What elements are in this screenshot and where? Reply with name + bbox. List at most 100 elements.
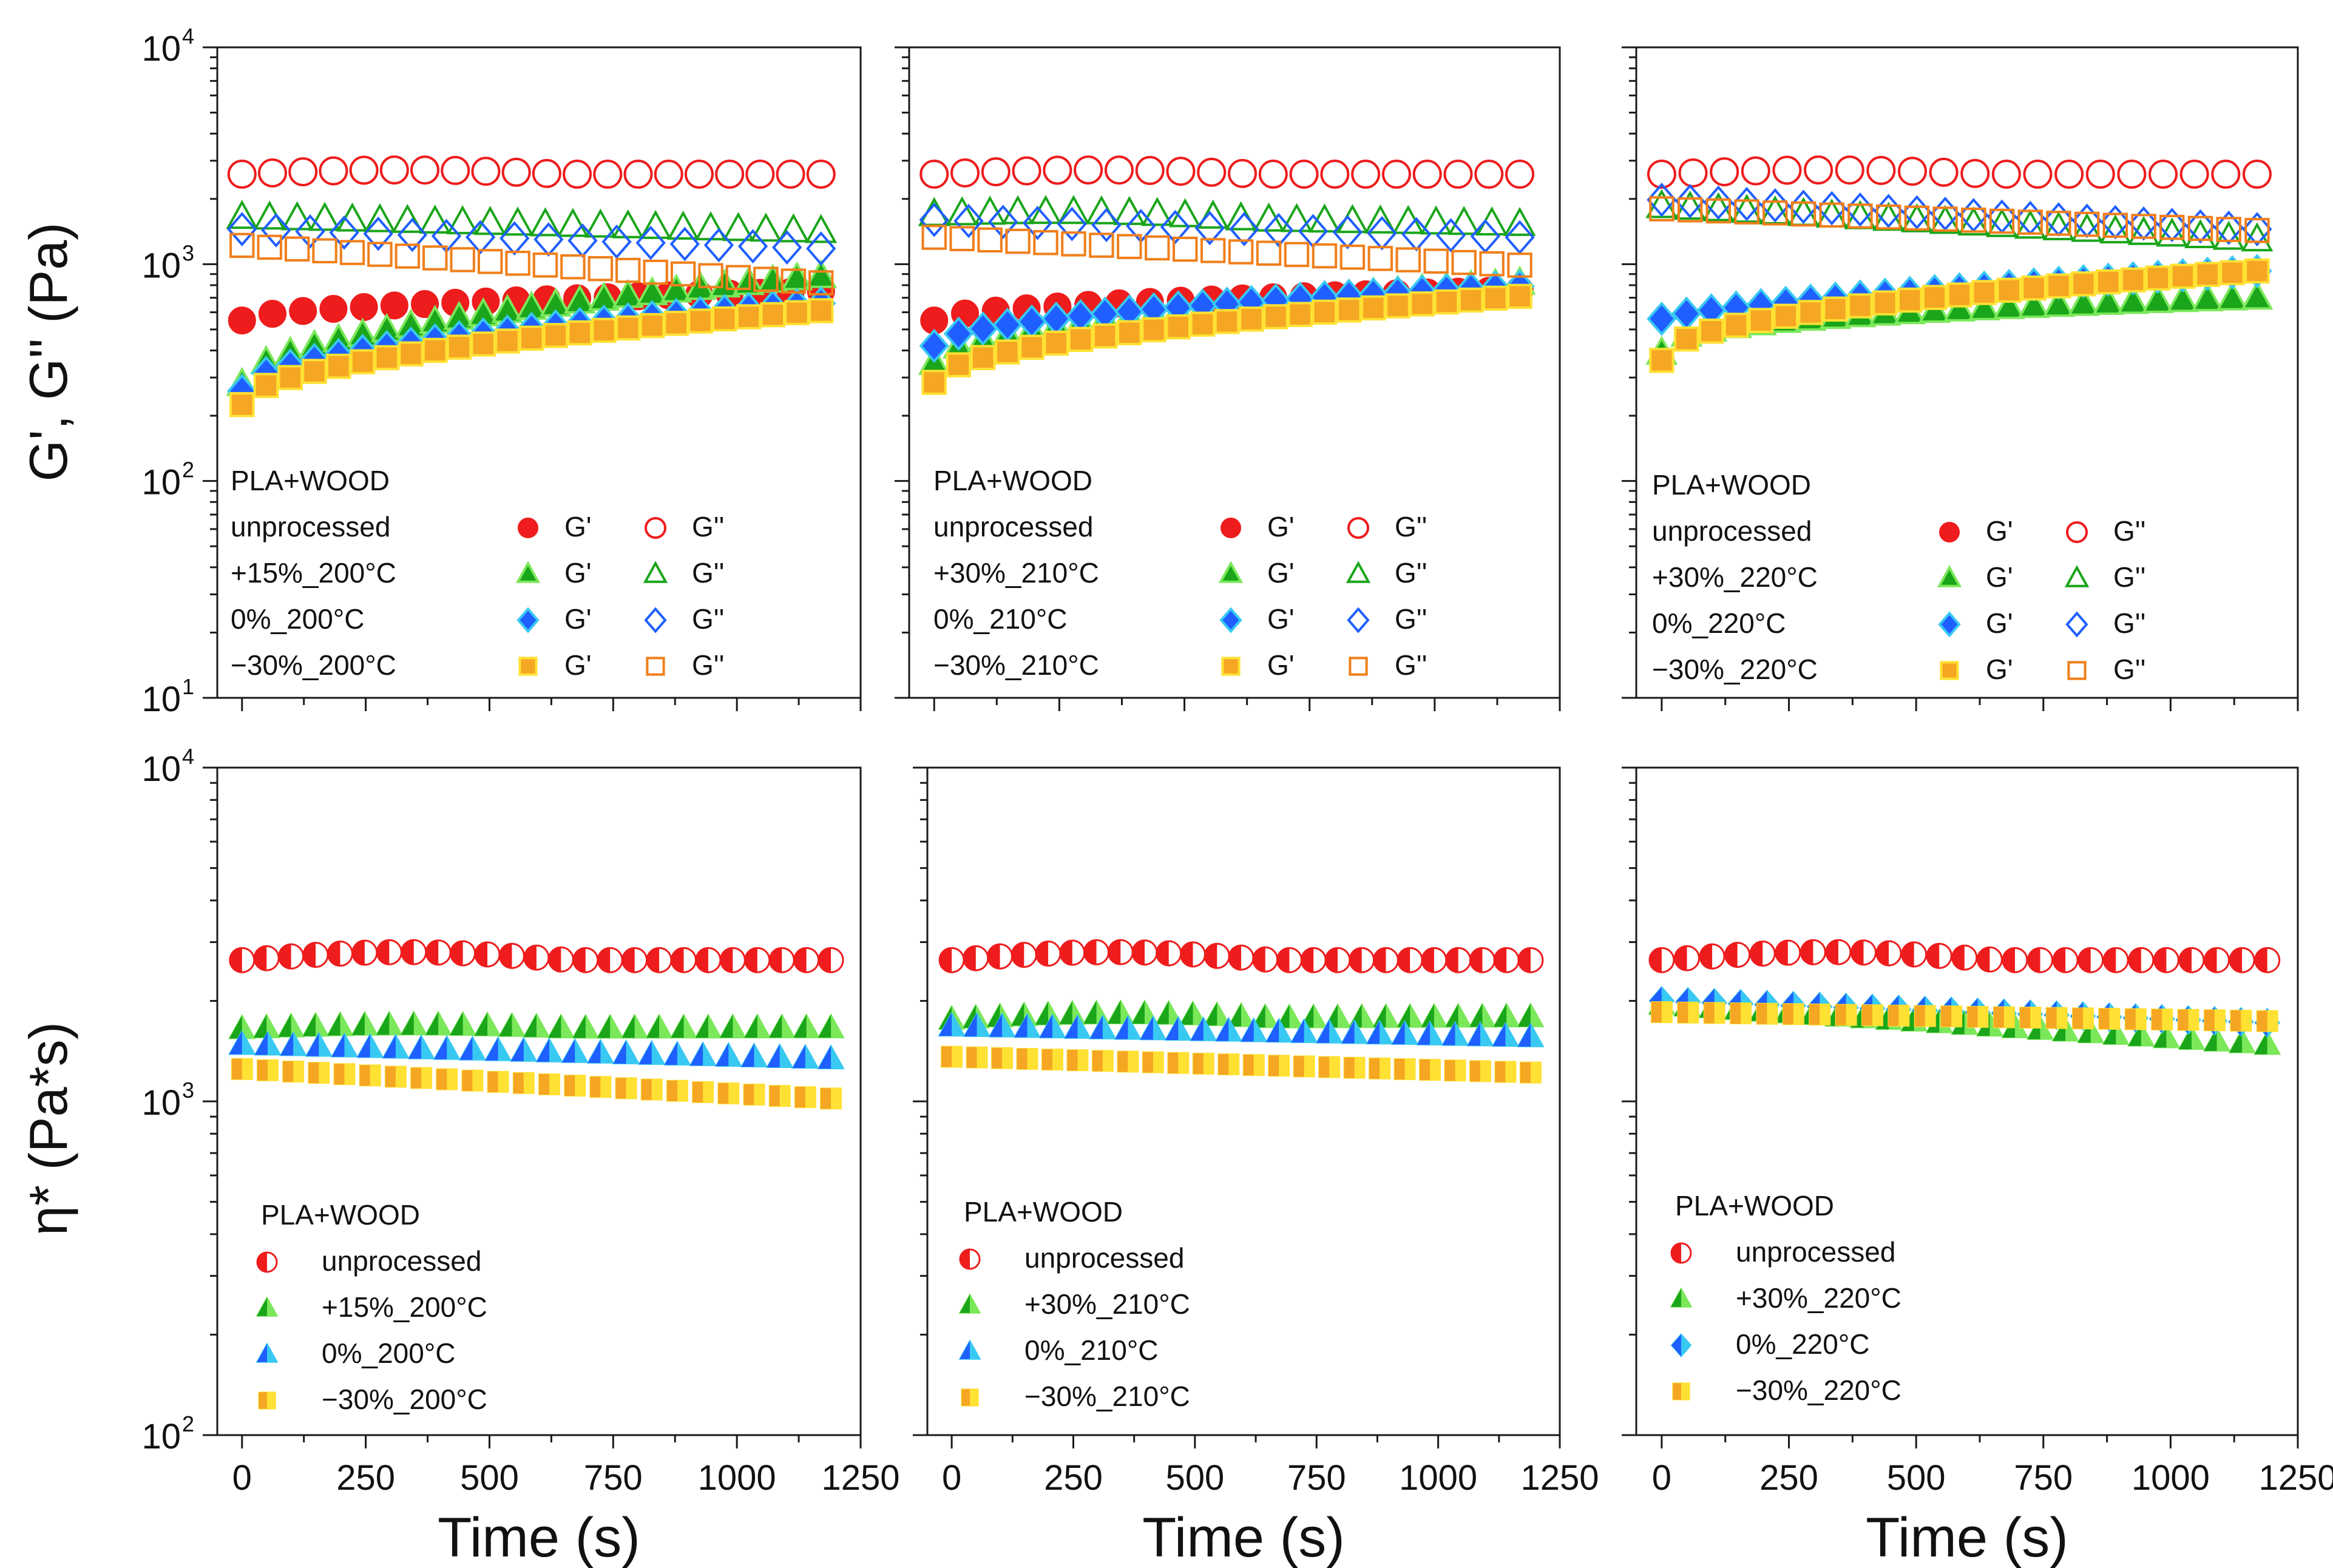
series-unprocessed <box>938 939 1544 973</box>
data-point <box>2117 285 2150 314</box>
data-point <box>501 157 531 187</box>
data-point <box>615 1077 637 1100</box>
data-point <box>1369 1057 1391 1080</box>
legend-label: 0%_220°C <box>1736 1328 1869 1360</box>
data-point <box>792 1013 821 1038</box>
data-point <box>1760 188 1790 223</box>
data-point <box>1001 195 1034 225</box>
data-point <box>805 214 838 243</box>
data-point <box>817 1044 845 1070</box>
data-point <box>1875 204 1901 230</box>
data-point <box>1268 1055 1290 1077</box>
data-point <box>1142 1051 1164 1073</box>
x-tick-label: 1000 <box>698 1458 776 1498</box>
data-point <box>1332 215 1363 249</box>
legend-g-double-prime: G'' <box>2113 607 2145 639</box>
data-point <box>1131 939 1158 966</box>
data-point <box>995 339 1020 365</box>
data-point <box>1092 323 1118 349</box>
data-point <box>326 353 351 379</box>
series-unprocessed <box>1648 939 2281 973</box>
data-point <box>422 245 448 271</box>
data-point <box>776 160 805 189</box>
data-point <box>1280 203 1313 232</box>
data-point <box>1229 212 1259 246</box>
data-point <box>1782 1003 1804 1026</box>
data-point <box>635 225 666 260</box>
data-point <box>2203 1009 2226 1032</box>
data-point <box>921 225 947 250</box>
data-point <box>1798 300 1823 325</box>
data-point <box>1479 251 1505 277</box>
data-point <box>1190 1016 1217 1041</box>
data-point <box>473 1011 501 1036</box>
data-point <box>1469 1060 1491 1083</box>
data-point <box>1290 1018 1318 1043</box>
data-point <box>422 337 448 363</box>
data-point <box>1074 155 1103 185</box>
data-point <box>2157 208 2187 243</box>
data-point <box>436 1068 458 1090</box>
data-point <box>791 1043 819 1069</box>
data-point <box>258 300 286 328</box>
data-point <box>380 291 408 320</box>
data-point <box>458 1035 487 1061</box>
data-point <box>1434 289 1460 315</box>
data-point <box>1395 247 1421 272</box>
series-−30%_210°C <box>941 1046 1542 1084</box>
legend-label: −30%_200°C <box>322 1384 487 1415</box>
data-point <box>450 247 475 272</box>
data-point <box>1444 1059 1466 1082</box>
data-point <box>640 1078 663 1101</box>
data-point <box>1458 287 1484 313</box>
x-tick-label: 750 <box>584 1458 643 1498</box>
data-point <box>295 214 325 249</box>
legend-g-prime: G' <box>1267 649 1295 681</box>
data-point <box>612 1039 640 1064</box>
legend-g-double-prime: G'' <box>692 649 724 681</box>
data-point <box>806 231 836 266</box>
data-point <box>523 944 550 971</box>
data-point <box>943 316 974 351</box>
x-tick-label: 250 <box>1044 1458 1103 1498</box>
legend-g-prime: G' <box>1267 557 1295 589</box>
data-point <box>1946 282 1972 308</box>
data-point <box>2117 160 2147 189</box>
data-point <box>351 939 378 966</box>
data-point <box>229 947 256 973</box>
data-point <box>228 306 256 335</box>
x-axis-label: Time (s) <box>438 1507 640 1568</box>
data-point <box>1022 206 1053 240</box>
data-point <box>305 1032 333 1057</box>
legend-marker <box>515 561 541 583</box>
data-point <box>946 352 972 377</box>
data-point <box>1117 234 1142 260</box>
data-point <box>339 240 365 265</box>
legend-label: −30%_210°C <box>1024 1380 1190 1412</box>
data-point <box>1385 293 1410 319</box>
data-point <box>1734 199 1759 225</box>
data-point <box>1819 202 1844 228</box>
legend-marker <box>646 657 665 676</box>
data-point <box>501 206 534 236</box>
data-point <box>410 1067 433 1089</box>
data-point <box>1287 302 1313 327</box>
x-tick-label: 0 <box>942 1458 961 1498</box>
data-point <box>646 947 672 973</box>
data-point <box>391 203 424 233</box>
series-−30%_210°C G'' <box>921 225 1532 278</box>
data-point <box>498 942 525 969</box>
data-point <box>510 1036 538 1062</box>
data-point <box>768 947 795 973</box>
data-point <box>1361 295 1386 321</box>
plot-frame <box>1635 46 2299 699</box>
data-point <box>970 345 996 370</box>
data-point <box>1847 293 1873 319</box>
data-point <box>719 947 746 973</box>
data-point <box>817 1013 845 1038</box>
data-point <box>1825 939 1852 965</box>
data-point <box>2229 947 2255 973</box>
data-point <box>1336 297 1362 323</box>
data-point <box>1647 301 1677 336</box>
legend-marker <box>256 1296 279 1317</box>
